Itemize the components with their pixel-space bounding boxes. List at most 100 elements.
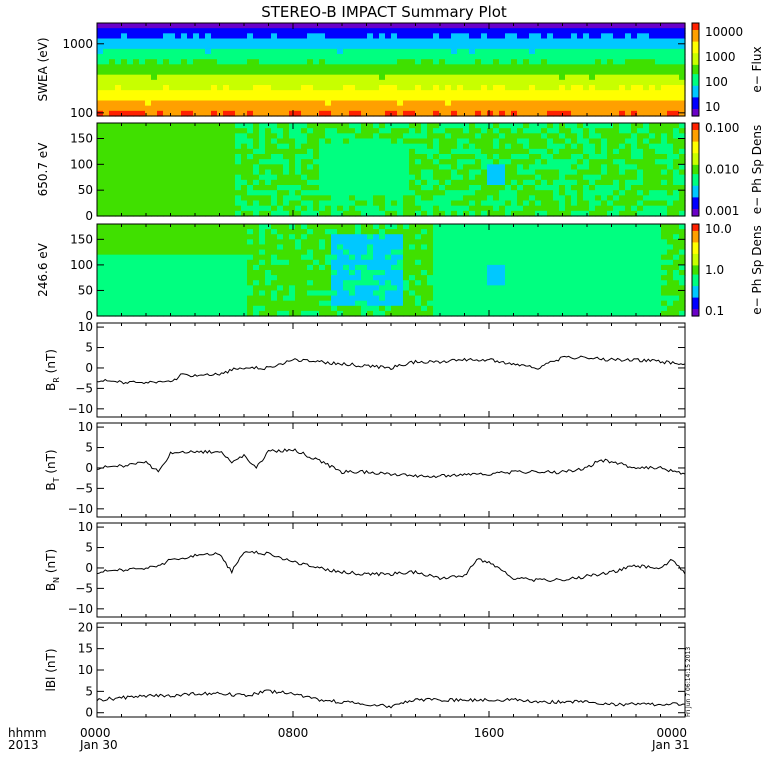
heatmap-cell bbox=[613, 38, 620, 45]
heatmap-cell bbox=[403, 164, 410, 171]
heatmap-cell bbox=[439, 300, 446, 307]
heatmap-cell bbox=[151, 48, 158, 55]
colorbar-cell bbox=[692, 129, 699, 133]
heatmap-cell bbox=[673, 95, 680, 102]
heatmap-cell bbox=[343, 143, 350, 150]
heatmap-cell bbox=[391, 138, 398, 145]
heatmap-cell bbox=[469, 95, 476, 102]
heatmap-cell bbox=[349, 234, 356, 240]
heatmap-cell bbox=[265, 138, 272, 145]
heatmap-cell bbox=[391, 110, 398, 117]
heatmap-cell bbox=[397, 38, 404, 45]
heatmap-cell bbox=[217, 169, 224, 176]
heatmap-cell bbox=[103, 190, 110, 196]
heatmap-cell bbox=[631, 85, 638, 91]
heatmap-cell bbox=[181, 64, 188, 71]
heatmap-cell bbox=[337, 310, 344, 317]
heatmap-cell bbox=[349, 310, 356, 317]
heatmap-cell bbox=[211, 290, 218, 297]
heatmap-cell bbox=[139, 249, 146, 256]
heatmap-cell bbox=[403, 123, 410, 129]
heatmap-cell bbox=[343, 95, 350, 102]
heatmap-cell bbox=[547, 210, 554, 217]
heatmap-cell bbox=[451, 295, 458, 302]
heatmap-cell bbox=[517, 38, 524, 45]
heatmap-cell bbox=[451, 23, 458, 29]
heatmap-cell bbox=[307, 244, 314, 251]
heatmap-cell bbox=[457, 123, 464, 129]
heatmap-cell bbox=[403, 133, 410, 140]
heatmap-cell bbox=[289, 169, 296, 176]
heatmap-cell bbox=[655, 128, 662, 134]
heatmap-cell bbox=[271, 264, 278, 271]
heatmap-cell bbox=[139, 123, 146, 129]
colorbar-cell bbox=[692, 169, 699, 173]
heatmap-cell bbox=[673, 159, 680, 165]
heatmap-cell bbox=[157, 249, 164, 256]
heatmap-cell bbox=[619, 143, 626, 150]
heatmap-cell bbox=[409, 128, 416, 134]
heatmap-cell bbox=[631, 33, 638, 40]
heatmap-cell bbox=[397, 110, 404, 117]
heatmap-cell bbox=[133, 244, 140, 251]
heatmap-cell bbox=[439, 179, 446, 186]
heatmap-cell bbox=[649, 28, 656, 34]
heatmap-cell bbox=[625, 105, 632, 112]
heatmap-cell bbox=[247, 275, 254, 281]
heatmap-cell bbox=[217, 239, 224, 246]
heatmap-cell bbox=[337, 305, 344, 312]
heatmap-cell bbox=[445, 239, 452, 246]
heatmap-cell bbox=[415, 123, 422, 129]
heatmap-cell bbox=[217, 254, 224, 261]
heatmap-cell bbox=[493, 195, 500, 202]
heatmap-cell bbox=[487, 28, 494, 34]
heatmap-cell bbox=[433, 200, 440, 207]
heatmap-cell bbox=[487, 138, 494, 145]
heatmap-cell bbox=[145, 210, 152, 217]
heatmap-cell bbox=[625, 28, 632, 34]
heatmap-cell bbox=[403, 239, 410, 246]
heatmap-cell bbox=[115, 169, 122, 176]
heatmap-cell bbox=[349, 33, 356, 40]
heatmap-cell bbox=[391, 224, 398, 230]
heatmap-cell bbox=[433, 59, 440, 65]
colorbar-cell bbox=[692, 74, 699, 78]
heatmap-cell bbox=[277, 270, 284, 276]
heatmap-cell bbox=[277, 239, 284, 246]
heatmap-cell bbox=[601, 143, 608, 150]
heatmap-cell bbox=[391, 54, 398, 60]
heatmap-cell bbox=[487, 190, 494, 196]
heatmap-cell bbox=[109, 164, 116, 171]
heatmap-cell bbox=[295, 143, 302, 150]
heatmap-cell bbox=[457, 28, 464, 34]
heatmap-cell bbox=[139, 190, 146, 196]
heatmap-cell bbox=[595, 48, 602, 55]
heatmap-cell bbox=[565, 159, 572, 165]
heatmap-cell bbox=[265, 100, 272, 107]
heatmap-cell bbox=[271, 154, 278, 160]
heatmap-cell bbox=[121, 300, 128, 307]
heatmap-cell bbox=[559, 85, 566, 91]
heatmap-cell bbox=[589, 123, 596, 129]
heatmap-cell bbox=[133, 275, 140, 281]
heatmap-cell bbox=[631, 23, 638, 29]
heatmap-cell bbox=[301, 249, 308, 256]
heatmap-cell bbox=[475, 310, 482, 317]
heatmap-cell bbox=[373, 143, 380, 150]
heatmap-cell bbox=[187, 224, 194, 230]
heatmap-cell bbox=[343, 300, 350, 307]
heatmap-cell bbox=[469, 249, 476, 256]
heatmap-cell bbox=[217, 224, 224, 230]
heatmap-cell bbox=[295, 285, 302, 292]
heatmap-cell bbox=[277, 64, 284, 71]
heatmap-cell bbox=[361, 110, 368, 117]
heatmap-cell bbox=[379, 174, 386, 181]
heatmap-cell bbox=[133, 95, 140, 102]
heatmap-cell bbox=[127, 59, 134, 65]
heatmap-cell bbox=[337, 54, 344, 60]
heatmap-cell bbox=[451, 190, 458, 196]
heatmap-cell bbox=[439, 200, 446, 207]
heatmap-cell bbox=[649, 195, 656, 202]
heatmap-cell bbox=[547, 69, 554, 76]
heatmap-cell bbox=[199, 138, 206, 145]
